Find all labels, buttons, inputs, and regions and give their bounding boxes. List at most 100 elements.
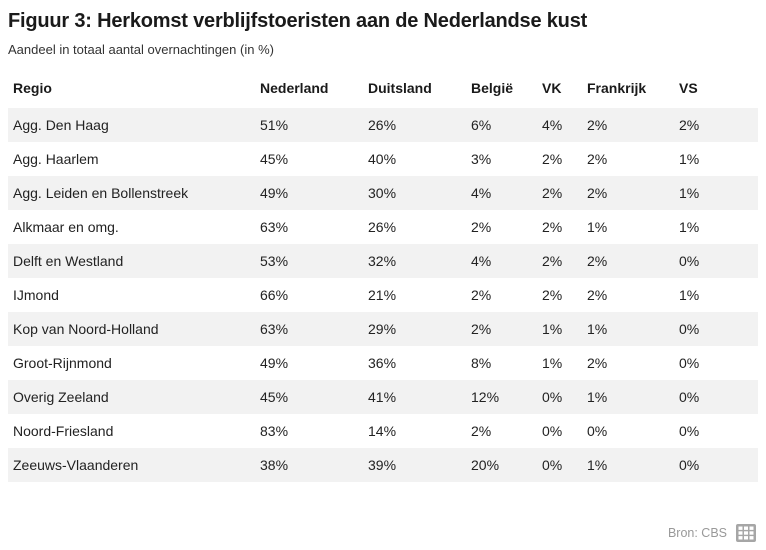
value-cell: 2% bbox=[587, 176, 679, 210]
table-row: Agg. Haarlem 45% 40% 3% 2% 2% 1% bbox=[8, 142, 758, 176]
value-cell: 2% bbox=[471, 312, 542, 346]
value-cell: 1% bbox=[679, 219, 700, 235]
region-cell: Noord-Friesland bbox=[13, 423, 114, 439]
value-cell: 40% bbox=[368, 151, 397, 167]
value-cell: 1% bbox=[587, 448, 679, 482]
figure-subtitle: Aandeel in totaal aantal overnachtingen … bbox=[8, 42, 274, 57]
column-header-nederland: Nederland bbox=[260, 80, 329, 96]
value-cell: 0% bbox=[679, 312, 758, 346]
region-cell: Agg. Leiden en Bollenstreek bbox=[8, 176, 260, 210]
value-cell: 29% bbox=[368, 312, 471, 346]
value-cell: 14% bbox=[368, 423, 397, 439]
value-cell: 4% bbox=[471, 176, 542, 210]
value-cell: 83% bbox=[260, 423, 289, 439]
value-cell: 2% bbox=[679, 108, 758, 142]
value-cell: 49% bbox=[260, 355, 289, 371]
value-cell: 2% bbox=[471, 219, 492, 235]
value-cell: 2% bbox=[542, 219, 563, 235]
column-header-vs: VS bbox=[679, 80, 698, 96]
value-cell: 1% bbox=[542, 312, 587, 346]
table-row: IJmond 66% 21% 2% 2% 2% 1% bbox=[8, 278, 758, 312]
value-cell: 0% bbox=[679, 380, 758, 414]
table-header: Regio Nederland Duitsland België VK Fran… bbox=[8, 78, 758, 108]
column-header-belgie: België bbox=[471, 80, 514, 96]
table-row: Agg. Den Haag 51% 26% 6% 4% 2% 2% bbox=[8, 108, 758, 142]
table-row: Noord-Friesland 83% 14% 2% 0% 0% 0% bbox=[8, 414, 758, 448]
region-cell: Overig Zeeland bbox=[8, 380, 260, 414]
value-cell: 32% bbox=[368, 244, 471, 278]
figure-title: Figuur 3: Herkomst verblijfstoeristen aa… bbox=[8, 10, 588, 32]
value-cell: 0% bbox=[542, 380, 587, 414]
value-cell: 2% bbox=[587, 244, 679, 278]
region-cell: Agg. Haarlem bbox=[13, 151, 99, 167]
table-row: Overig Zeeland 45% 41% 12% 0% 1% 0% bbox=[8, 380, 758, 414]
value-cell: 4% bbox=[542, 108, 587, 142]
value-cell: 1% bbox=[679, 287, 700, 303]
source-label: Bron: CBS bbox=[667, 526, 727, 540]
table-row: Delft en Westland 53% 32% 4% 2% 2% 0% bbox=[8, 244, 758, 278]
value-cell: 4% bbox=[471, 244, 542, 278]
value-cell: 2% bbox=[542, 287, 563, 303]
value-cell: 12% bbox=[471, 380, 542, 414]
table-header-row: Regio Nederland Duitsland België VK Fran… bbox=[8, 78, 758, 108]
source-line: Bron: CBS bbox=[668, 524, 756, 542]
value-cell: 0% bbox=[679, 355, 700, 371]
value-cell: 2% bbox=[587, 355, 608, 371]
table-grid-icon[interactable] bbox=[736, 524, 756, 542]
value-cell: 38% bbox=[260, 448, 368, 482]
value-cell: 20% bbox=[471, 448, 542, 482]
value-cell: 51% bbox=[260, 108, 368, 142]
value-cell: 1% bbox=[679, 151, 700, 167]
value-cell: 1% bbox=[679, 176, 758, 210]
value-cell: 1% bbox=[587, 219, 608, 235]
region-cell: IJmond bbox=[13, 287, 59, 303]
column-header-duitsland: Duitsland bbox=[368, 80, 432, 96]
region-cell: Alkmaar en omg. bbox=[13, 219, 119, 235]
value-cell: 26% bbox=[368, 108, 471, 142]
value-cell: 2% bbox=[587, 287, 608, 303]
value-cell: 49% bbox=[260, 176, 368, 210]
value-cell: 1% bbox=[587, 380, 679, 414]
value-cell: 1% bbox=[587, 312, 679, 346]
value-cell: 2% bbox=[542, 176, 587, 210]
region-cell: Agg. Den Haag bbox=[8, 108, 260, 142]
value-cell: 45% bbox=[260, 151, 289, 167]
column-header-regio: Regio bbox=[13, 80, 52, 96]
value-cell: 2% bbox=[471, 287, 492, 303]
value-cell: 2% bbox=[542, 244, 587, 278]
column-header-vk: VK bbox=[542, 80, 562, 96]
value-cell: 0% bbox=[679, 244, 758, 278]
value-cell: 0% bbox=[542, 448, 587, 482]
region-cell: Delft en Westland bbox=[8, 244, 260, 278]
value-cell: 41% bbox=[368, 380, 471, 414]
value-cell: 39% bbox=[368, 448, 471, 482]
value-cell: 2% bbox=[587, 151, 608, 167]
value-cell: 63% bbox=[260, 219, 289, 235]
table-row: Groot-Rijnmond 49% 36% 8% 1% 2% 0% bbox=[8, 346, 758, 380]
table-row: Zeeuws-Vlaanderen 38% 39% 20% 0% 1% 0% bbox=[8, 448, 758, 482]
table-row: Alkmaar en omg. 63% 26% 2% 2% 1% 1% bbox=[8, 210, 758, 244]
value-cell: 66% bbox=[260, 287, 289, 303]
value-cell: 45% bbox=[260, 380, 368, 414]
value-cell: 26% bbox=[368, 219, 397, 235]
value-cell: 36% bbox=[368, 355, 397, 371]
value-cell: 2% bbox=[542, 151, 563, 167]
region-cell: Zeeuws-Vlaanderen bbox=[8, 448, 260, 482]
region-cell: Groot-Rijnmond bbox=[13, 355, 112, 371]
value-cell: 6% bbox=[471, 108, 542, 142]
region-cell: Kop van Noord-Holland bbox=[8, 312, 260, 346]
value-cell: 21% bbox=[368, 287, 397, 303]
value-cell: 30% bbox=[368, 176, 471, 210]
value-cell: 3% bbox=[471, 151, 492, 167]
table-row: Kop van Noord-Holland 63% 29% 2% 1% 1% 0% bbox=[8, 312, 758, 346]
value-cell: 8% bbox=[471, 355, 492, 371]
value-cell: 0% bbox=[542, 423, 563, 439]
value-cell: 2% bbox=[587, 108, 679, 142]
value-cell: 63% bbox=[260, 312, 368, 346]
value-cell: 53% bbox=[260, 244, 368, 278]
value-cell: 0% bbox=[679, 423, 700, 439]
table-body: Agg. Den Haag 51% 26% 6% 4% 2% 2% Agg. Haarlem 4… bbox=[8, 108, 758, 482]
value-cell: 0% bbox=[587, 423, 608, 439]
table-row: Agg. Leiden en Bollenstreek 49% 30% 4% 2% 2% 1… bbox=[8, 176, 758, 210]
